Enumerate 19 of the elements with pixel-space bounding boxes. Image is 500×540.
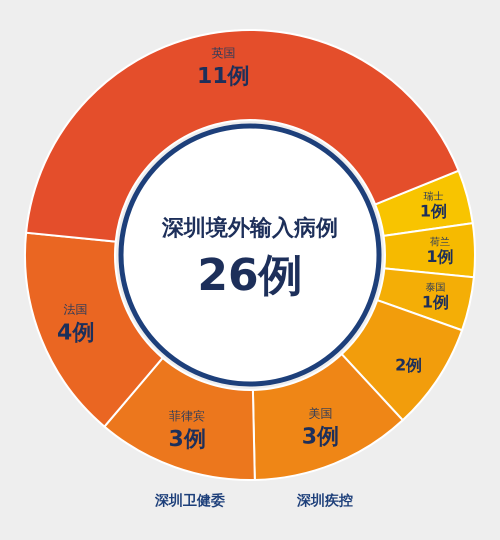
data-label: 1例 [422,292,449,312]
slice-label: 菲律宾 [169,409,206,424]
text: 深圳疾控 [296,492,353,509]
text: 深圳境外输入病例 [161,215,338,241]
slice-label: 荷兰 [430,236,450,248]
data-label: 3例 [168,427,206,452]
slice-label: 英国 [211,46,236,60]
slice-label: 泰国 [425,282,446,294]
data-label: 2例 [395,356,422,375]
slice-label: 法国 [64,302,88,316]
slice-label: 瑞士 [423,190,444,203]
data-label: 1例 [426,246,454,266]
data-label: 3例 [302,424,340,450]
data-label: 1例 [420,202,448,221]
slice-label: 美国 [308,406,332,420]
data-label: 4例 [57,320,94,346]
text: 深圳卫健委 [154,492,225,509]
text: 26例 [197,250,303,301]
data-label: 11例 [197,64,250,89]
